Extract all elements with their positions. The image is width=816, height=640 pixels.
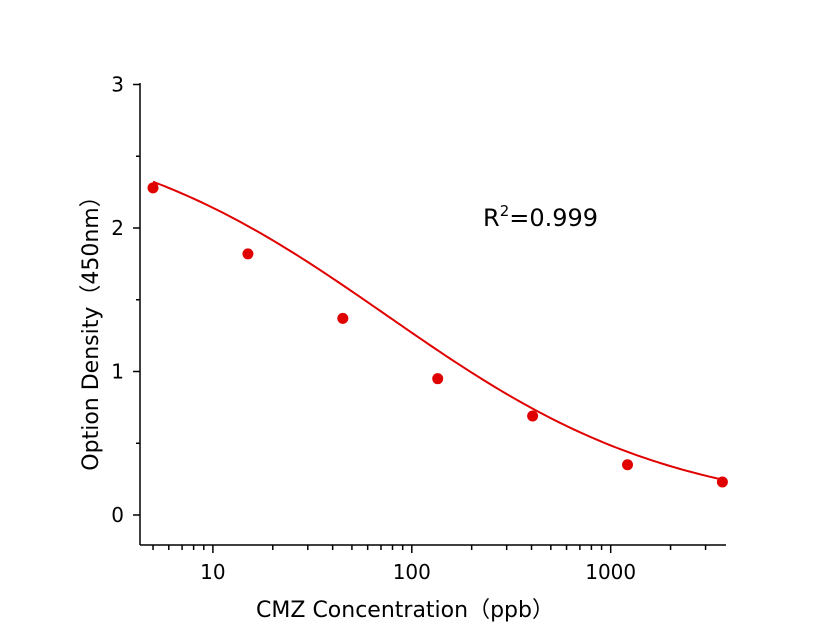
data-point — [147, 182, 159, 194]
y-tick-label: 3 — [111, 73, 124, 97]
y-tick-label: 0 — [111, 503, 124, 527]
y-tick-label: 1 — [111, 360, 124, 384]
r-label: R — [483, 204, 500, 232]
data-points-layer — [147, 182, 728, 488]
y-axis: 0 1 2 3 — [111, 73, 141, 545]
y-tick-label: 2 — [111, 216, 124, 240]
data-point — [242, 248, 254, 260]
data-point — [622, 459, 634, 471]
fit-curve-layer — [152, 180, 723, 481]
x-axis: 10 100 1000 — [140, 544, 726, 584]
fit-curve-line — [152, 180, 723, 481]
x-axis-title: CMZ Concentration（ppb） — [256, 598, 554, 623]
x-tick-label: 100 — [393, 560, 431, 584]
x-tick-label: 1000 — [585, 560, 636, 584]
data-point — [527, 410, 539, 422]
r-squared-annotation: R2=0.999 — [483, 202, 598, 232]
y-axis-title: Option Density（450nm） — [79, 185, 104, 470]
data-point — [432, 373, 444, 385]
x-tick-label: 10 — [200, 560, 225, 584]
data-point — [337, 312, 349, 324]
r-value: =0.999 — [509, 204, 598, 232]
data-point — [716, 476, 728, 488]
r-superscript: 2 — [500, 202, 510, 220]
